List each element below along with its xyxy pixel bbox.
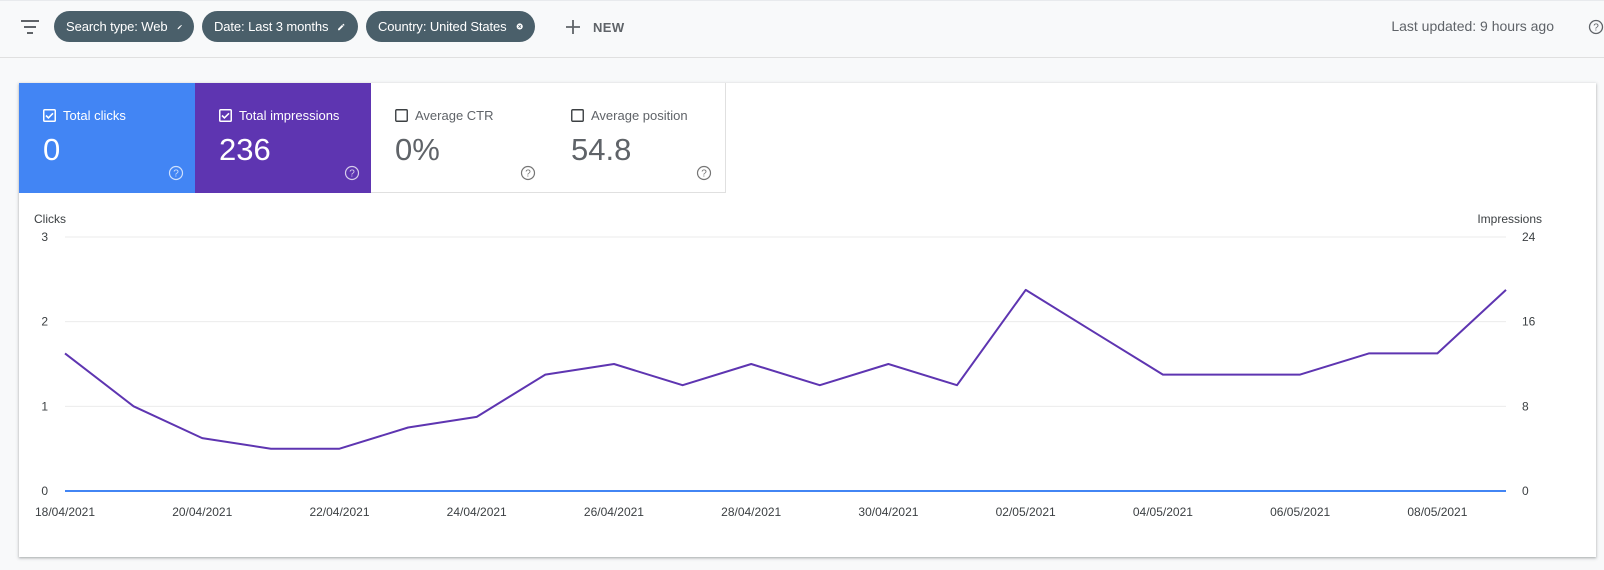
chip-country[interactable]: Country: United States bbox=[366, 11, 535, 42]
x-tick-label: 28/04/2021 bbox=[721, 505, 781, 519]
edit-icon[interactable] bbox=[337, 20, 346, 34]
chart-series bbox=[64, 288, 1507, 492]
help-circle-icon[interactable]: ? bbox=[168, 165, 184, 186]
chart-tick-labels: 0 0 1 8 2 16 3 24 18/04/2021 20/04/2021 22/04/2021… bbox=[35, 230, 1536, 519]
y-right-tick-label: 8 bbox=[1522, 399, 1529, 413]
chip-date-label: Date: Last 3 months bbox=[214, 19, 329, 34]
y-axis-left-title: Clicks bbox=[34, 212, 66, 226]
metric-value: 0 bbox=[43, 132, 61, 167]
chip-search-type-label: Search type: Web bbox=[66, 19, 168, 34]
metric-total-impressions[interactable]: Total impressions 236 ? bbox=[195, 83, 374, 193]
series-line-total-impressions[interactable] bbox=[64, 288, 1507, 450]
y-right-tick-label: 16 bbox=[1522, 315, 1536, 329]
y-axis-right-title: Impressions bbox=[1477, 212, 1542, 226]
x-tick-label: 02/05/2021 bbox=[996, 505, 1056, 519]
filter-toolbar: Search type: Web Date: Last 3 months Cou… bbox=[0, 0, 1604, 58]
new-filter-button[interactable]: NEW bbox=[565, 12, 625, 42]
y-left-tick-label: 1 bbox=[41, 399, 48, 413]
checkbox-unchecked-icon[interactable] bbox=[395, 109, 408, 122]
y-right-tick-label: 0 bbox=[1522, 484, 1529, 498]
x-tick-label: 08/05/2021 bbox=[1407, 505, 1467, 519]
performance-chart: Clicks Impressions 0 0 1 8 2 16 3 24 18/04/2021 2… bbox=[34, 212, 1542, 519]
metric-value: 0% bbox=[395, 132, 440, 167]
metric-label: Total impressions bbox=[239, 108, 340, 123]
x-tick-label: 30/04/2021 bbox=[858, 505, 918, 519]
help-circle-icon[interactable]: ? bbox=[696, 165, 712, 186]
help-circle-icon[interactable]: ? bbox=[1588, 19, 1604, 40]
chip-date[interactable]: Date: Last 3 months bbox=[202, 11, 358, 42]
x-tick-label: 24/04/2021 bbox=[447, 505, 507, 519]
checkbox-unchecked-icon[interactable] bbox=[571, 109, 584, 122]
chip-search-type[interactable]: Search type: Web bbox=[54, 11, 194, 42]
help-circle-icon[interactable]: ? bbox=[344, 165, 360, 186]
checkbox-checked-icon[interactable] bbox=[43, 109, 56, 122]
y-right-tick-label: 24 bbox=[1522, 230, 1536, 244]
y-left-tick-label: 3 bbox=[41, 230, 48, 244]
x-tick-label: 26/04/2021 bbox=[584, 505, 644, 519]
metric-label: Average position bbox=[591, 108, 688, 123]
svg-text:?: ? bbox=[1593, 23, 1599, 34]
svg-text:?: ? bbox=[525, 169, 531, 180]
chart-gridlines bbox=[65, 236, 1506, 492]
metric-average-position[interactable]: Average position 54.8 ? bbox=[547, 83, 726, 193]
checkbox-checked-icon[interactable] bbox=[219, 109, 232, 122]
svg-text:?: ? bbox=[173, 169, 179, 180]
metric-total-clicks[interactable]: Total clicks 0 ? bbox=[19, 83, 198, 193]
metric-value: 236 bbox=[219, 132, 271, 167]
y-left-tick-label: 0 bbox=[41, 484, 48, 498]
x-tick-label: 06/05/2021 bbox=[1270, 505, 1330, 519]
metric-average-ctr[interactable]: Average CTR 0% ? bbox=[371, 83, 550, 193]
cancel-icon[interactable] bbox=[516, 19, 523, 34]
x-tick-label: 18/04/2021 bbox=[35, 505, 95, 519]
performance-card: Total clicks 0 ? Total impressions 236 ?… bbox=[19, 83, 1596, 557]
y-left-tick-label: 2 bbox=[41, 315, 48, 329]
add-icon bbox=[566, 20, 580, 34]
chip-country-label: Country: United States bbox=[378, 19, 507, 34]
metric-value: 54.8 bbox=[571, 132, 632, 167]
filter-list-icon[interactable] bbox=[20, 19, 40, 35]
metric-label: Average CTR bbox=[415, 108, 494, 123]
edit-icon[interactable] bbox=[177, 20, 183, 34]
svg-text:?: ? bbox=[349, 169, 355, 180]
new-filter-label: NEW bbox=[593, 19, 625, 35]
help-circle-icon[interactable]: ? bbox=[520, 165, 536, 186]
x-tick-label: 22/04/2021 bbox=[309, 505, 369, 519]
x-tick-label: 04/05/2021 bbox=[1133, 505, 1193, 519]
svg-text:?: ? bbox=[701, 169, 707, 180]
metric-label: Total clicks bbox=[63, 108, 126, 123]
x-tick-label: 20/04/2021 bbox=[172, 505, 232, 519]
last-updated-text: Last updated: 9 hours ago bbox=[1391, 18, 1554, 34]
